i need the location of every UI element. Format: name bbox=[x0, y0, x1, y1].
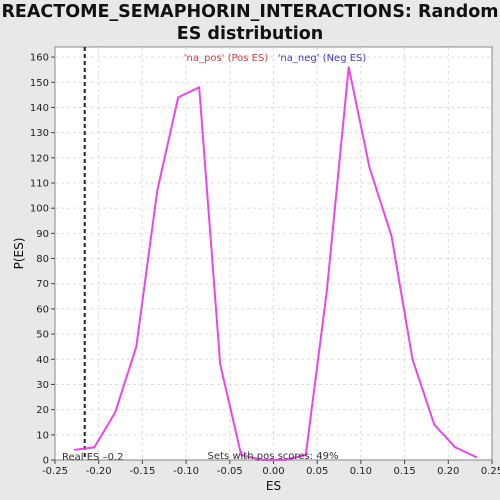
x-axis-label: ES bbox=[266, 479, 281, 493]
y-tick-label: 30 bbox=[36, 380, 49, 391]
y-tick-label: 60 bbox=[36, 304, 49, 315]
y-tick-label: 10 bbox=[36, 430, 49, 441]
x-tick-label: 0.20 bbox=[437, 466, 459, 477]
y-tick-label: 130 bbox=[30, 128, 49, 139]
y-axis-label: P(ES) bbox=[12, 238, 26, 270]
x-tick-label: -0.20 bbox=[86, 466, 112, 477]
y-tick-label: 50 bbox=[36, 330, 49, 341]
x-tick-label: -0.05 bbox=[217, 466, 243, 477]
y-tick-label: 90 bbox=[36, 229, 49, 240]
y-tick-label: 140 bbox=[30, 103, 49, 114]
x-tick-label: -0.15 bbox=[129, 466, 155, 477]
y-tick-label: 100 bbox=[30, 204, 49, 215]
y-tick-label: 110 bbox=[30, 178, 49, 189]
x-tick-label: 0.05 bbox=[306, 466, 328, 477]
pos-scores-annotation: Sets with pos scores: 49% bbox=[208, 451, 339, 462]
y-tick-label: 0 bbox=[43, 456, 49, 467]
y-tick-label: 160 bbox=[30, 53, 49, 64]
x-tick-label: 0.00 bbox=[262, 466, 284, 477]
chart-title: REACTOME_SEMAPHORIN_INTERACTIONS: Random… bbox=[1, 2, 499, 44]
series-line bbox=[74, 66, 478, 461]
y-tick-label: 40 bbox=[36, 355, 49, 366]
axes: 0 10 20 30 40 50 60 70 80 90 100 110 120 130 140 150 160… bbox=[30, 53, 500, 477]
legend-pos: 'na_pos' (Pos ES) bbox=[184, 53, 269, 64]
y-tick-label: 80 bbox=[36, 254, 49, 265]
x-tick-label: 0.10 bbox=[350, 466, 372, 477]
grid bbox=[55, 47, 492, 460]
y-tick-label: 20 bbox=[36, 405, 49, 416]
y-tick-label: 120 bbox=[30, 153, 49, 164]
real-es-label: Real ES –0.2 bbox=[62, 452, 123, 463]
y-tick-label: 150 bbox=[30, 78, 49, 89]
y-tick-label: 70 bbox=[36, 279, 49, 290]
x-tick-label: 0.25 bbox=[481, 466, 500, 477]
x-tick-label: -0.10 bbox=[173, 466, 199, 477]
x-tick-label: -0.25 bbox=[42, 466, 68, 477]
legend-neg: 'na_neg' (Neg ES) bbox=[278, 53, 367, 64]
x-tick-label: 0.15 bbox=[393, 466, 415, 477]
